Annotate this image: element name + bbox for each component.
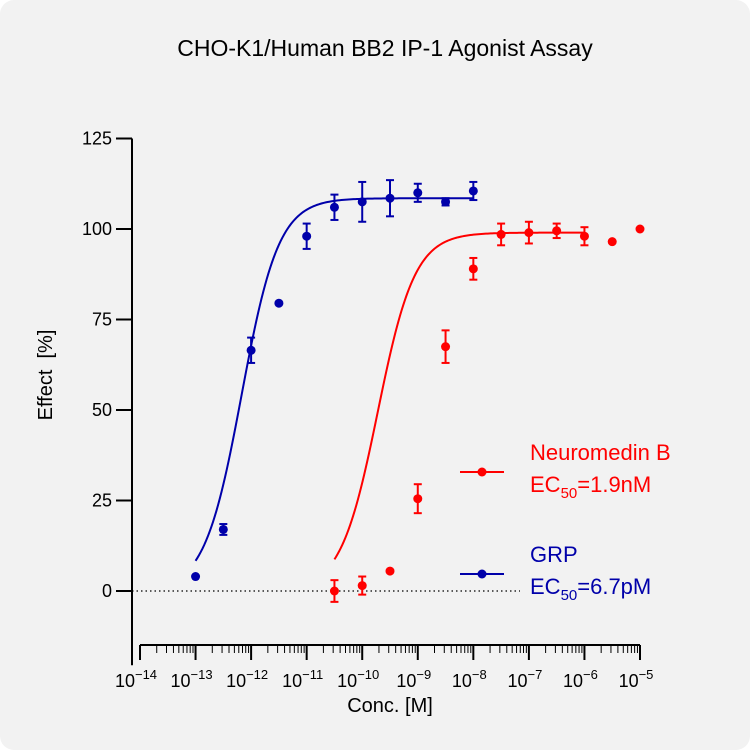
ec50-label: EC50=1.9nM bbox=[530, 472, 651, 502]
x-tick-label: 10−7 bbox=[507, 667, 542, 691]
series-0 bbox=[329, 220, 645, 603]
data-point bbox=[413, 188, 423, 198]
plot-area bbox=[191, 179, 645, 603]
data-point bbox=[552, 226, 562, 236]
x-axis-label: Conc. [M] bbox=[347, 695, 433, 717]
data-point bbox=[579, 231, 589, 241]
data-point bbox=[329, 586, 339, 596]
data-point bbox=[329, 202, 339, 212]
legend-entry-0: Neuromedin B EC50=1.9nM bbox=[460, 440, 671, 502]
data-point bbox=[218, 524, 228, 534]
fit-curve bbox=[333, 231, 585, 560]
data-point bbox=[191, 572, 201, 582]
y-tick-label: 125 bbox=[82, 129, 112, 149]
x-tick-label: 10−11 bbox=[282, 667, 323, 691]
data-point bbox=[357, 197, 367, 207]
series-1 bbox=[191, 179, 478, 582]
data-point bbox=[635, 224, 645, 234]
y-tick-label: 50 bbox=[92, 400, 112, 420]
y-tick-label: 0 bbox=[102, 581, 112, 601]
data-point bbox=[607, 237, 617, 247]
data-point bbox=[524, 228, 534, 238]
data-point bbox=[385, 566, 395, 576]
legend-marker bbox=[477, 569, 487, 579]
y-tick-label: 25 bbox=[92, 491, 112, 511]
data-point bbox=[385, 193, 395, 203]
chart-title: CHO-K1/Human BB2 IP-1 Agonist Assay bbox=[177, 35, 593, 61]
x-tick-label: 10−13 bbox=[171, 667, 213, 691]
x-tick-label: 10−14 bbox=[115, 667, 157, 691]
data-point bbox=[441, 197, 451, 207]
legend-label: GRP bbox=[530, 542, 578, 567]
y-tick-label: 100 bbox=[82, 219, 112, 239]
x-tick-label: 10−12 bbox=[226, 667, 268, 691]
x-tick-label: 10−8 bbox=[452, 667, 487, 691]
data-point bbox=[496, 229, 506, 239]
x-tick-label: 10−9 bbox=[396, 667, 431, 691]
data-point bbox=[441, 342, 451, 352]
legend: Neuromedin B EC50=1.9nM GRP EC50=6.7pM bbox=[460, 440, 671, 604]
data-point bbox=[302, 231, 312, 241]
data-point bbox=[413, 494, 423, 504]
data-point bbox=[274, 298, 284, 308]
data-point bbox=[357, 581, 367, 591]
data-point bbox=[468, 186, 478, 196]
data-point bbox=[468, 264, 478, 274]
y-tick-label: 75 bbox=[92, 310, 112, 330]
x-tick-label: 10−10 bbox=[337, 667, 379, 691]
legend-entry-1: GRP EC50=6.7pM bbox=[460, 542, 651, 604]
legend-label: Neuromedin B bbox=[530, 440, 671, 465]
data-point bbox=[246, 345, 256, 355]
y-axis-label: Effect [%] bbox=[35, 330, 57, 421]
x-tick-label: 10−5 bbox=[619, 667, 654, 691]
ec50-label: EC50=6.7pM bbox=[530, 574, 651, 604]
axes: 0 25 50 75 100 125 10−14 10−13 10−12 10−11 10−10 10… bbox=[82, 129, 653, 692]
x-tick-label: 10−6 bbox=[563, 667, 598, 691]
legend-marker bbox=[477, 467, 487, 477]
